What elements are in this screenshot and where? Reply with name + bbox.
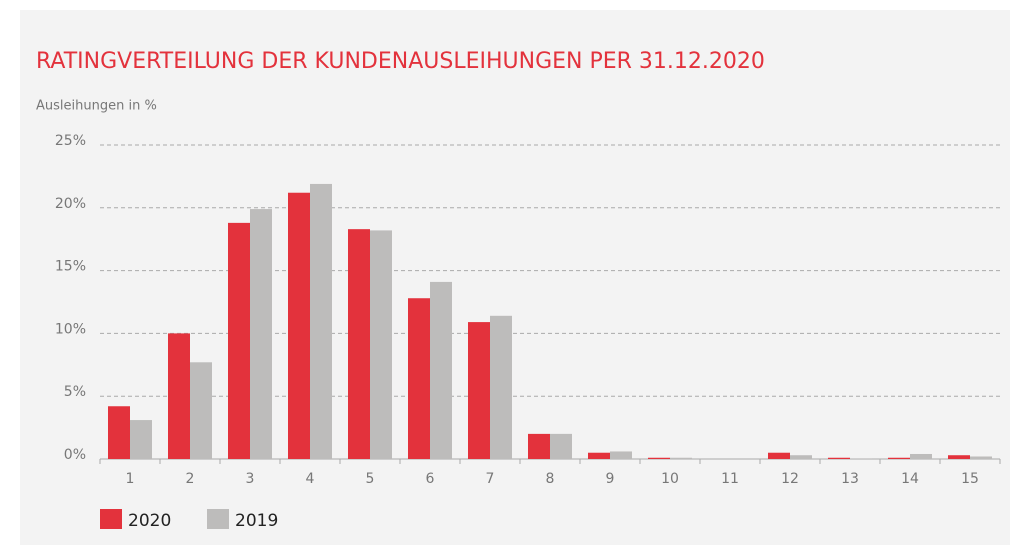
y-axis-label: Ausleihungen in %	[36, 99, 157, 114]
bar	[130, 420, 152, 459]
x-tick-label: 6	[426, 471, 435, 487]
x-tick-label: 5	[366, 471, 375, 487]
x-tick-label: 11	[721, 471, 739, 487]
x-tick-label: 14	[901, 471, 919, 487]
legend-label: 2020	[128, 511, 171, 531]
x-tick-label: 8	[546, 471, 555, 487]
x-tick-label: 7	[486, 471, 495, 487]
bar	[370, 230, 392, 459]
bar	[648, 457, 670, 459]
bar	[228, 222, 250, 459]
bar	[550, 433, 572, 459]
bar	[528, 433, 550, 459]
bar	[190, 362, 212, 459]
y-tick-label: 25%	[55, 133, 86, 149]
bar	[768, 452, 790, 459]
bar	[348, 229, 370, 459]
y-tick-label: 15%	[55, 259, 86, 275]
x-tick-label: 1	[126, 471, 135, 487]
bar	[828, 457, 850, 459]
bar	[288, 192, 310, 459]
y-tick-label: 5%	[64, 384, 86, 400]
chart-title: RATINGVERTEILUNG DER KUNDENAUSLEIHUNGEN …	[36, 49, 765, 74]
bar	[468, 322, 490, 459]
bar	[490, 315, 512, 459]
legend-swatch	[207, 509, 229, 529]
legend-label: 2019	[235, 511, 278, 531]
x-tick-label: 15	[961, 471, 979, 487]
y-tick-label: 0%	[64, 447, 86, 463]
bar	[310, 183, 332, 459]
bar	[910, 453, 932, 459]
bar	[970, 456, 992, 459]
bar	[430, 281, 452, 459]
bar	[588, 452, 610, 459]
bar	[670, 457, 692, 459]
bar	[850, 458, 872, 459]
x-tick-label: 4	[306, 471, 315, 487]
x-tick-label: 13	[841, 471, 859, 487]
y-tick-label: 10%	[55, 321, 86, 337]
bar	[790, 455, 812, 459]
bar	[108, 406, 130, 459]
bar	[168, 333, 190, 459]
y-tick-label: 20%	[55, 196, 86, 212]
bar	[610, 451, 632, 459]
x-tick-label: 12	[781, 471, 799, 487]
bar	[250, 209, 272, 459]
panel	[20, 10, 1010, 545]
x-tick-label: 2	[186, 471, 195, 487]
bar	[408, 298, 430, 459]
legend-swatch	[100, 509, 122, 529]
x-tick-label: 9	[606, 471, 615, 487]
x-tick-label: 3	[246, 471, 255, 487]
bar	[888, 457, 910, 459]
x-tick-label: 10	[661, 471, 679, 487]
bar	[948, 455, 970, 459]
